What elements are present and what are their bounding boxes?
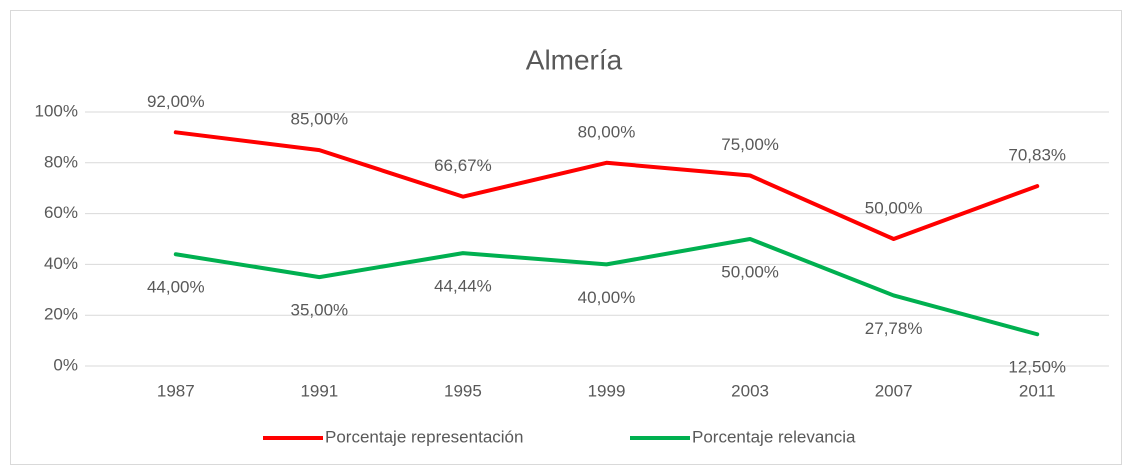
y-tick-label: 60% xyxy=(44,203,78,222)
chart-title: Almería xyxy=(526,44,623,75)
data-label: 12,50% xyxy=(1008,358,1066,377)
x-tick-label: 1995 xyxy=(444,381,482,400)
data-label: 40,00% xyxy=(578,288,636,307)
chart-border xyxy=(10,10,1122,465)
data-label: 75,00% xyxy=(721,135,779,154)
legend-label: Porcentaje representación xyxy=(325,427,523,446)
y-tick-label: 20% xyxy=(44,305,78,324)
legend-label: Porcentaje relevancia xyxy=(692,427,856,446)
data-label: 85,00% xyxy=(291,110,349,129)
y-tick-label: 100% xyxy=(35,101,78,120)
series-line xyxy=(173,237,1040,337)
y-tick-label: 0% xyxy=(53,355,78,374)
data-label: 50,00% xyxy=(865,198,923,217)
data-label: 44,44% xyxy=(434,277,492,296)
data-label: 70,83% xyxy=(1008,146,1066,165)
x-tick-label: 2007 xyxy=(875,381,913,400)
data-label: 80,00% xyxy=(578,122,636,141)
data-label: 35,00% xyxy=(291,301,349,320)
data-label: 44,00% xyxy=(147,278,205,297)
data-label: 50,00% xyxy=(721,262,779,281)
x-tick-label: 1999 xyxy=(588,381,626,400)
data-label: 66,67% xyxy=(434,156,492,175)
y-tick-label: 40% xyxy=(44,254,78,273)
x-tick-label: 2003 xyxy=(731,381,769,400)
data-label: 92,00% xyxy=(147,92,205,111)
x-tick-label: 2011 xyxy=(1019,381,1056,400)
data-label: 27,78% xyxy=(865,319,923,338)
y-tick-label: 80% xyxy=(44,152,78,171)
x-tick-label: 1987 xyxy=(157,381,195,400)
series-line xyxy=(173,130,1040,241)
x-tick-label: 1991 xyxy=(300,381,338,400)
